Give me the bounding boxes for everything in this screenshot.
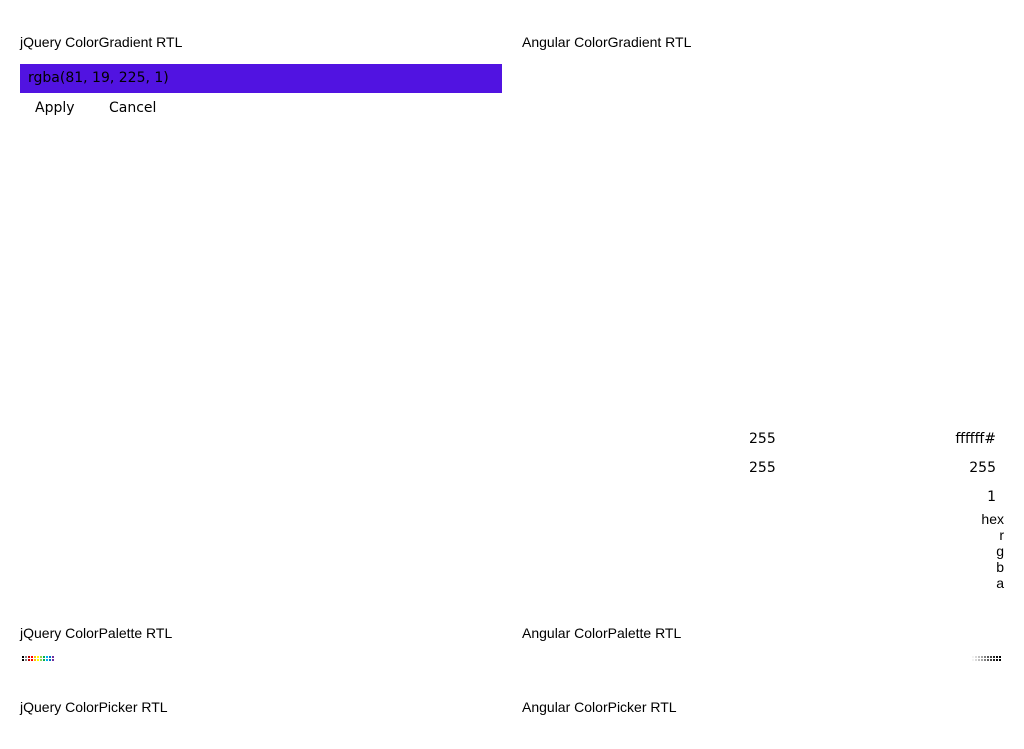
jquery-palette-swatch[interactable] (43, 656, 45, 658)
jquery-palette-swatches (22, 656, 55, 664)
jquery-palette-swatch[interactable] (31, 659, 33, 661)
angular-colorpalette-title: Angular ColorPalette RTL (522, 625, 682, 641)
g-value-input[interactable]: 255 (749, 460, 776, 476)
jquery-colorpalette-title: jQuery ColorPalette RTL (20, 625, 173, 641)
jquery-palette-swatch[interactable] (25, 659, 27, 661)
jquery-palette-swatch[interactable] (22, 656, 24, 658)
b-value-input[interactable]: 255 (749, 431, 776, 447)
b-label: b (996, 559, 1004, 575)
angular-palette-swatch[interactable] (990, 659, 992, 661)
jquery-palette-swatch[interactable] (52, 659, 54, 661)
angular-palette-swatch[interactable] (984, 656, 986, 658)
angular-palette-swatch[interactable] (981, 656, 983, 658)
jquery-palette-swatch[interactable] (49, 656, 51, 658)
angular-palette-swatch[interactable] (999, 656, 1001, 658)
angular-palette-swatch[interactable] (987, 656, 989, 658)
hex-value-input[interactable]: ffffff# (955, 431, 996, 447)
jquery-colorgradient-title: jQuery ColorGradient RTL (20, 34, 183, 50)
angular-palette-swatch[interactable] (993, 656, 995, 658)
jquery-palette-swatch[interactable] (40, 659, 42, 661)
jquery-palette-swatch[interactable] (22, 659, 24, 661)
angular-palette-swatch[interactable] (993, 659, 995, 661)
angular-palette-swatch[interactable] (978, 659, 980, 661)
angular-palette-swatch[interactable] (972, 656, 974, 658)
angular-palette-swatch[interactable] (990, 656, 992, 658)
g-label: g (996, 543, 1004, 559)
jquery-palette-swatch[interactable] (43, 659, 45, 661)
angular-colorgradient-title: Angular ColorGradient RTL (522, 34, 692, 50)
r-value-input[interactable]: 255 (969, 460, 996, 476)
jquery-palette-swatch[interactable] (37, 656, 39, 658)
value-labels: hex r g b a (981, 511, 1004, 591)
jquery-palette-swatch[interactable] (28, 659, 30, 661)
cancel-button[interactable]: Cancel (109, 100, 157, 116)
a-label: a (996, 575, 1004, 591)
apply-button[interactable]: Apply (35, 100, 75, 116)
angular-palette-swatch[interactable] (981, 659, 983, 661)
angular-palette-swatch[interactable] (969, 656, 971, 658)
angular-palette-swatch[interactable] (978, 656, 980, 658)
jquery-palette-swatch[interactable] (46, 659, 48, 661)
jquery-palette-swatch[interactable] (40, 656, 42, 658)
jquery-palette-swatch[interactable] (34, 656, 36, 658)
a-value-input[interactable]: 1 (987, 489, 996, 505)
angular-palette-swatches (969, 656, 1002, 664)
angular-palette-swatch[interactable] (975, 659, 977, 661)
angular-colorpicker-title: Angular ColorPicker RTL (522, 699, 677, 715)
angular-palette-swatch[interactable] (999, 659, 1001, 661)
angular-palette-swatch[interactable] (972, 659, 974, 661)
r-label: r (999, 527, 1004, 543)
jquery-palette-swatch[interactable] (37, 659, 39, 661)
angular-palette-swatch[interactable] (996, 659, 998, 661)
angular-palette-swatch[interactable] (975, 656, 977, 658)
angular-palette-swatch[interactable] (984, 659, 986, 661)
angular-palette-swatch[interactable] (987, 659, 989, 661)
gradient-value-display[interactable]: rgba(81, 19, 225, 1) (20, 64, 502, 93)
jquery-colorpicker-title: jQuery ColorPicker RTL (20, 699, 168, 715)
hex-label: hex (981, 511, 1004, 527)
jquery-palette-swatch[interactable] (28, 656, 30, 658)
jquery-palette-swatch[interactable] (34, 659, 36, 661)
angular-palette-swatch[interactable] (996, 656, 998, 658)
jquery-palette-swatch[interactable] (25, 656, 27, 658)
jquery-palette-swatch[interactable] (49, 659, 51, 661)
angular-palette-swatch[interactable] (969, 659, 971, 661)
jquery-palette-swatch[interactable] (31, 656, 33, 658)
jquery-palette-swatch[interactable] (52, 656, 54, 658)
jquery-palette-swatch[interactable] (46, 656, 48, 658)
